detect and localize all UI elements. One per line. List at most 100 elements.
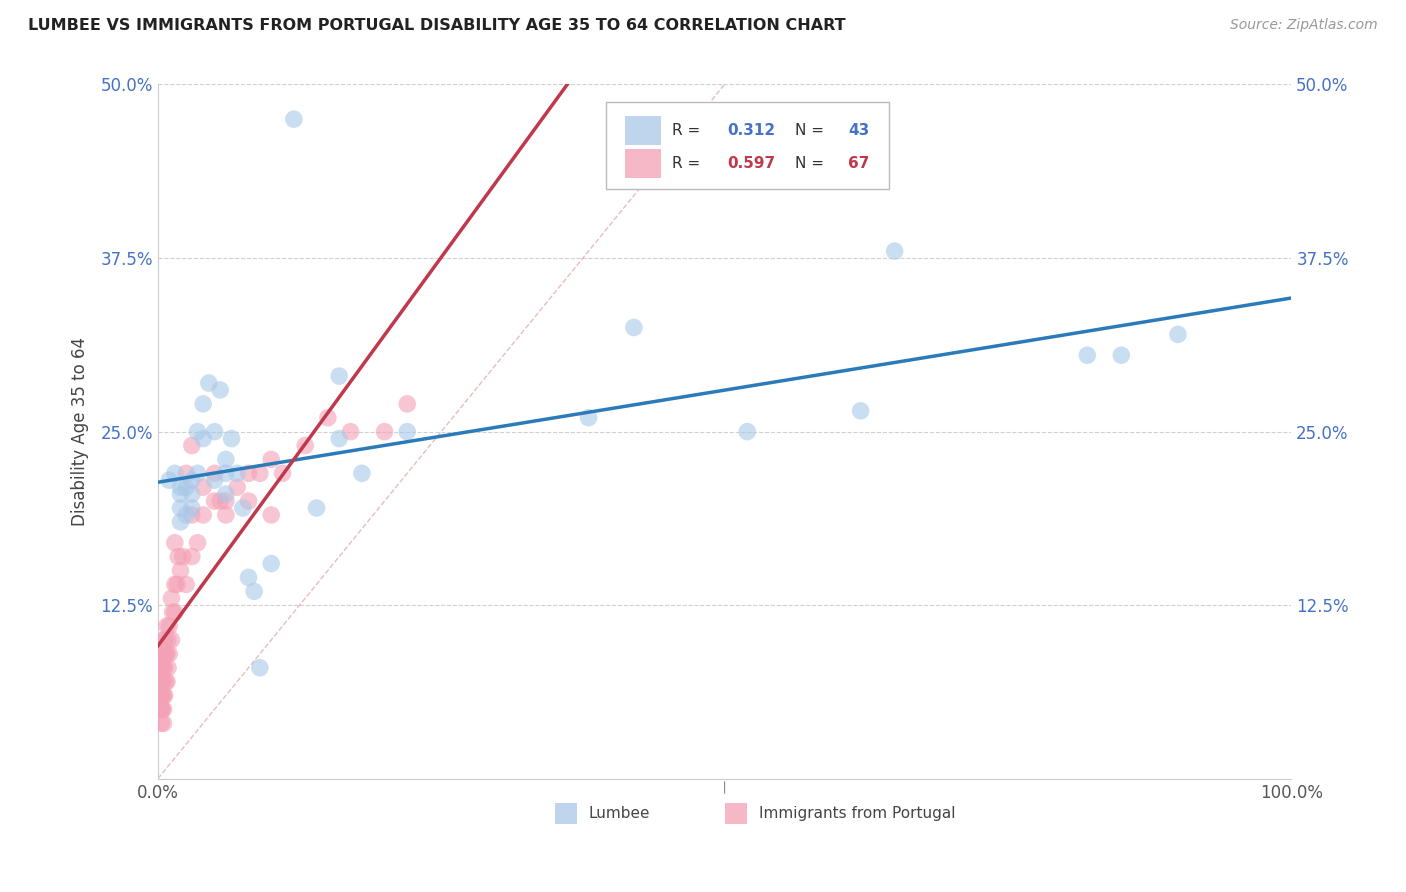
Point (156, 647, 179, 661)
Point (294, 438, 316, 452)
Point (186, 535, 208, 549)
Point (160, 632, 183, 647)
Point (153, 689, 176, 703)
Point (150, 661, 173, 675)
Point (150, 661, 173, 675)
Point (204, 473, 226, 487)
Point (226, 480, 249, 494)
Bar (724, 803, 747, 824)
Point (243, 584, 266, 599)
Point (1111, 348, 1133, 362)
Point (157, 647, 180, 661)
Point (169, 480, 191, 494)
Point (174, 508, 197, 522)
Point (339, 425, 361, 439)
Point (328, 369, 350, 384)
Point (180, 438, 202, 452)
Text: Lumbee: Lumbee (589, 806, 650, 821)
Point (735, 425, 758, 439)
Point (180, 508, 202, 522)
Point (180, 501, 202, 516)
Point (174, 467, 197, 481)
Point (169, 515, 191, 529)
Text: N =: N = (794, 123, 828, 137)
Point (156, 674, 179, 689)
Point (204, 425, 226, 439)
Point (150, 674, 173, 689)
Point (226, 467, 249, 481)
FancyBboxPatch shape (606, 102, 889, 188)
Point (193, 397, 215, 411)
Text: Immigrants from Portugal: Immigrants from Portugal (759, 806, 955, 821)
Point (198, 376, 221, 390)
Text: R =: R = (672, 123, 706, 137)
Point (209, 494, 232, 508)
Point (623, 320, 645, 334)
Point (283, 112, 305, 127)
Point (1167, 327, 1189, 342)
Point (167, 549, 190, 564)
Text: N =: N = (794, 156, 828, 171)
Point (238, 494, 260, 508)
Point (163, 535, 186, 549)
Point (150, 689, 173, 703)
Point (150, 647, 173, 661)
Point (883, 244, 905, 258)
Point (152, 674, 174, 689)
Point (152, 647, 174, 661)
Text: R =: R = (672, 156, 706, 171)
Point (149, 702, 172, 716)
Point (152, 632, 174, 647)
Point (204, 494, 226, 508)
Point (373, 425, 395, 439)
Point (215, 467, 238, 481)
Point (160, 591, 183, 606)
Point (152, 689, 174, 703)
Point (162, 605, 184, 619)
Point (157, 632, 180, 647)
Text: 43: 43 (848, 123, 869, 137)
Point (180, 487, 202, 501)
Point (163, 467, 186, 481)
Point (260, 452, 283, 467)
Point (163, 577, 186, 591)
Text: Source: ZipAtlas.com: Source: ZipAtlas.com (1230, 18, 1378, 32)
Point (193, 480, 215, 494)
Text: 0.312: 0.312 (727, 123, 775, 137)
Point (305, 501, 328, 516)
Point (186, 425, 208, 439)
Point (157, 661, 180, 675)
Text: 0.597: 0.597 (727, 156, 775, 171)
Text: 67: 67 (848, 156, 869, 171)
Point (316, 410, 339, 425)
Point (578, 410, 600, 425)
Point (193, 508, 215, 522)
Point (193, 432, 215, 446)
Point (238, 570, 260, 584)
Text: LUMBEE VS IMMIGRANTS FROM PORTUGAL DISABILITY AGE 35 TO 64 CORRELATION CHART: LUMBEE VS IMMIGRANTS FROM PORTUGAL DISAB… (28, 18, 846, 33)
Point (174, 480, 197, 494)
Point (163, 605, 186, 619)
Point (172, 549, 194, 564)
Bar (624, 116, 661, 145)
Point (215, 508, 238, 522)
Point (150, 716, 173, 731)
Point (152, 661, 174, 675)
Point (209, 383, 232, 397)
Point (150, 702, 173, 716)
Point (180, 473, 202, 487)
Point (221, 432, 243, 446)
Point (150, 689, 173, 703)
Point (249, 467, 271, 481)
Point (149, 689, 172, 703)
Point (152, 716, 174, 731)
Point (328, 432, 350, 446)
Point (166, 577, 188, 591)
Point (215, 494, 238, 508)
Point (204, 467, 226, 481)
Point (1076, 348, 1098, 362)
Y-axis label: Disability Age 35 to 64: Disability Age 35 to 64 (72, 337, 89, 526)
Point (149, 674, 172, 689)
Point (153, 661, 176, 675)
Point (150, 702, 173, 716)
